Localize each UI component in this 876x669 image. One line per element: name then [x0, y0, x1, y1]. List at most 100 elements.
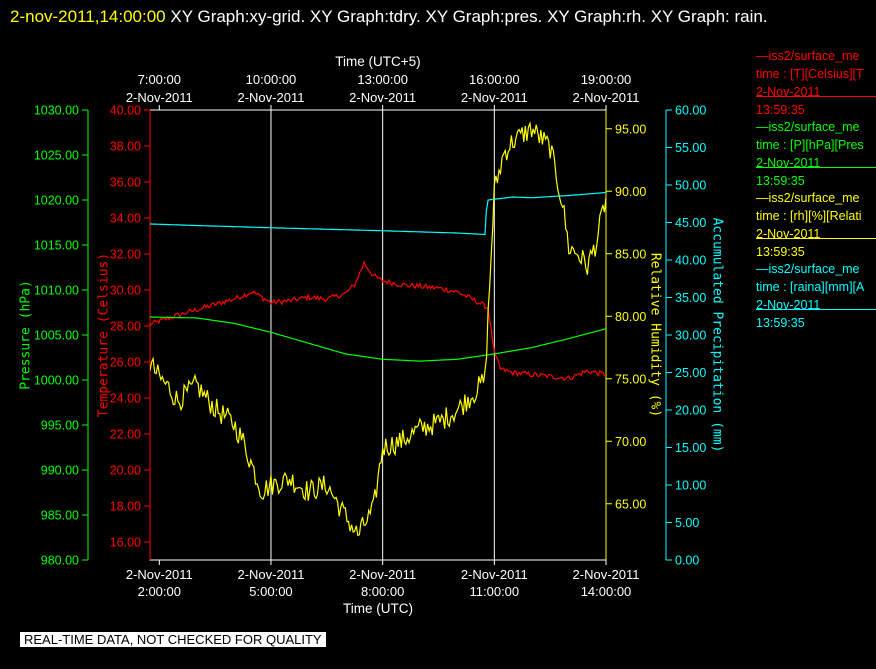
precip-tick-label: 10.00: [675, 479, 706, 493]
pressure-tick-label: 1030.00: [34, 104, 79, 118]
precip-tick-label: 15.00: [675, 441, 706, 455]
legend-line1: —iss2/surface_me: [756, 262, 860, 276]
legend-separator: [756, 238, 876, 239]
temperature-tick-label: 26.00: [110, 356, 141, 370]
humidity-tick-label: 75.00: [615, 372, 646, 386]
legend-separator: [756, 167, 876, 168]
legend-date: 2-Nov-2011: [756, 156, 821, 170]
legend-date: 2-Nov-2011: [756, 227, 821, 241]
precip-tick-label: 35.00: [675, 291, 706, 305]
humidity-series-line: [150, 120, 606, 537]
temperature-tick-label: 18.00: [110, 500, 141, 514]
pressure-tick-label: 1000.00: [34, 374, 79, 388]
pressure-tick-label: 1010.00: [34, 284, 79, 298]
plot-frame: [149, 109, 607, 561]
legend-date: 2-Nov-2011: [756, 298, 821, 312]
humidity-tick-label: 80.00: [615, 310, 646, 324]
precip-tick-label: 40.00: [675, 254, 706, 268]
pressure-tick-label: 985.00: [41, 509, 79, 523]
precip-tick-label: 60.00: [675, 104, 706, 118]
x2-axis-title: Time (UTC+5): [335, 54, 420, 69]
x-tick-date: 2-Nov-2011: [237, 567, 304, 582]
quality-notice: REAL-TIME DATA, NOT CHECKED FOR QUALITY: [20, 632, 326, 647]
pressure-tick-label: 1025.00: [34, 149, 79, 163]
temperature-tick-label: 20.00: [110, 464, 141, 478]
temperature-series-line: [150, 260, 606, 382]
precip-tick-label: 45.00: [675, 216, 706, 230]
x-tick-date: 2-Nov-2011: [126, 567, 193, 582]
precip-tick-label: 0.00: [675, 554, 699, 568]
pressure-tick-label: 990.00: [41, 464, 79, 478]
x-tick-label: 8:00:00: [361, 584, 404, 599]
x-tick-label: 5:00:00: [249, 584, 292, 599]
window-title: 2-nov-2011,14:00:00 XY Graph:xy-grid. XY…: [10, 2, 850, 31]
legend-line1: —iss2/surface_me: [756, 191, 860, 205]
legend-line1: —iss2/surface_me: [756, 120, 860, 134]
pressure-series-line: [150, 316, 606, 362]
precip-tick-label: 25.00: [675, 366, 706, 380]
x-tick-date: 2-Nov-2011: [461, 567, 528, 582]
precip-tick-label: 30.00: [675, 329, 706, 343]
humidity-tick-label: 70.00: [615, 435, 646, 449]
temperature-tick-label: 40.00: [110, 104, 141, 118]
x-tick-date: 2-Nov-2011: [349, 567, 416, 582]
legend-line1: —iss2/surface_me: [756, 49, 860, 63]
temperature-tick-label: 24.00: [110, 392, 141, 406]
legend-separator: [756, 309, 876, 310]
pressure-tick-label: 1005.00: [34, 329, 79, 343]
legend-time: 13:59:35: [756, 174, 805, 188]
x2-tick-label: 13:00:00: [357, 72, 408, 87]
temperature-tick-label: 22.00: [110, 428, 141, 442]
temperature-tick-label: 38.00: [110, 140, 141, 154]
legend-line2: time : [rh][%][Relati: [756, 209, 862, 223]
humidity-tick-label: 85.00: [615, 247, 646, 261]
legend-line2: time : [T][Celsius][T: [756, 67, 864, 81]
temperature-axis-title: Temperature (Celsius): [97, 253, 112, 417]
x-tick-date: 2-Nov-2011: [573, 567, 640, 582]
temperature-tick-label: 16.00: [110, 536, 141, 550]
legend-time: 13:59:35: [756, 103, 805, 117]
temperature-tick-label: 32.00: [110, 248, 141, 262]
humidity-tick-label: 90.00: [615, 185, 646, 199]
x2-tick-label: 19:00:00: [581, 72, 632, 87]
pressure-tick-label: 995.00: [41, 419, 79, 433]
x2-tick-date: 2-Nov-2011: [349, 90, 416, 105]
precip-tick-label: 5.00: [675, 516, 699, 530]
temperature-tick-label: 34.00: [110, 212, 141, 226]
pressure-tick-label: 1020.00: [34, 194, 79, 208]
legend-date: 2-Nov-2011: [756, 85, 821, 99]
legend-line2: time : [P][hPa][Pres: [756, 138, 864, 152]
pressure-tick-label: 1015.00: [34, 239, 79, 253]
legend-time: 13:59:35: [756, 316, 805, 330]
humidity-tick-label: 95.00: [615, 122, 646, 136]
x2-tick-date: 2-Nov-2011: [461, 90, 528, 105]
humidity-tick-label: 65.00: [615, 497, 646, 511]
temperature-tick-label: 28.00: [110, 320, 141, 334]
temperature-tick-label: 30.00: [110, 284, 141, 298]
x-tick-label: 2:00:00: [138, 584, 181, 599]
x2-tick-date: 2-Nov-2011: [573, 90, 640, 105]
x2-tick-date: 2-Nov-2011: [237, 90, 304, 105]
x2-tick-label: 7:00:00: [138, 72, 181, 87]
temperature-tick-label: 36.00: [110, 176, 141, 190]
x-axis-title: Time (UTC): [343, 601, 413, 616]
pressure-tick-label: 980.00: [41, 554, 79, 568]
precip-tick-label: 50.00: [675, 179, 706, 193]
precip-axis-title: Accumulated Precipitation (mm): [710, 218, 725, 453]
title-text: XY Graph:xy-grid. XY Graph:tdry. XY Grap…: [170, 7, 768, 26]
precip-tick-label: 55.00: [675, 141, 706, 155]
humidity-axis-title: Relative Humidity (%): [648, 253, 663, 417]
pressure-axis-title: Pressure (hPa): [19, 280, 34, 390]
legend-line2: time : [raina][mm][A: [756, 280, 865, 294]
legend-separator: [756, 96, 876, 97]
x-tick-label: 14:00:00: [581, 584, 632, 599]
x2-tick-date: 2-Nov-2011: [126, 90, 193, 105]
precip-tick-label: 20.00: [675, 404, 706, 418]
x2-tick-label: 16:00:00: [469, 72, 520, 87]
x-tick-label: 11:00:00: [470, 584, 520, 599]
